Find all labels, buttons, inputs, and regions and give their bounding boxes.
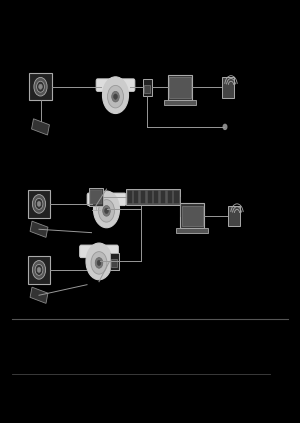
Circle shape bbox=[37, 81, 44, 92]
Bar bbox=[169, 77, 190, 98]
Bar bbox=[168, 191, 172, 203]
Circle shape bbox=[114, 94, 117, 99]
Bar bbox=[161, 191, 165, 203]
Circle shape bbox=[91, 252, 107, 274]
Circle shape bbox=[39, 84, 42, 89]
Bar bbox=[134, 191, 138, 203]
Circle shape bbox=[37, 201, 41, 206]
Bar bbox=[30, 221, 48, 237]
Bar bbox=[30, 287, 48, 303]
Bar bbox=[168, 75, 192, 100]
Circle shape bbox=[103, 206, 110, 216]
Bar bbox=[29, 73, 52, 100]
Circle shape bbox=[112, 91, 119, 102]
Circle shape bbox=[223, 124, 227, 129]
Bar bbox=[154, 191, 158, 203]
Bar bbox=[111, 259, 117, 267]
Bar bbox=[126, 189, 180, 205]
Bar bbox=[148, 191, 152, 203]
Circle shape bbox=[37, 267, 41, 272]
Bar bbox=[176, 228, 208, 233]
Bar bbox=[128, 191, 132, 203]
FancyBboxPatch shape bbox=[87, 193, 126, 206]
FancyBboxPatch shape bbox=[96, 79, 135, 91]
Bar bbox=[164, 100, 196, 105]
Bar bbox=[110, 253, 118, 270]
Circle shape bbox=[94, 191, 119, 228]
Bar bbox=[180, 203, 204, 228]
Bar bbox=[222, 77, 234, 98]
Circle shape bbox=[97, 260, 101, 266]
Circle shape bbox=[95, 258, 103, 268]
Bar bbox=[28, 256, 50, 283]
Circle shape bbox=[105, 208, 108, 214]
Bar bbox=[111, 259, 117, 267]
Circle shape bbox=[35, 264, 43, 275]
Circle shape bbox=[86, 243, 112, 280]
Circle shape bbox=[35, 198, 43, 209]
Bar bbox=[141, 191, 145, 203]
Circle shape bbox=[34, 77, 47, 96]
Bar bbox=[28, 190, 50, 217]
Bar bbox=[110, 253, 118, 270]
FancyBboxPatch shape bbox=[80, 245, 119, 258]
Circle shape bbox=[32, 261, 46, 279]
Bar bbox=[182, 206, 203, 226]
Circle shape bbox=[98, 200, 115, 222]
Bar bbox=[90, 190, 102, 204]
Circle shape bbox=[103, 77, 128, 113]
Bar bbox=[228, 206, 240, 226]
Bar bbox=[142, 79, 152, 96]
Circle shape bbox=[107, 85, 124, 108]
Bar bbox=[144, 85, 150, 93]
Bar bbox=[32, 119, 50, 135]
Circle shape bbox=[32, 195, 46, 213]
Bar bbox=[174, 191, 178, 203]
Bar bbox=[89, 188, 103, 206]
